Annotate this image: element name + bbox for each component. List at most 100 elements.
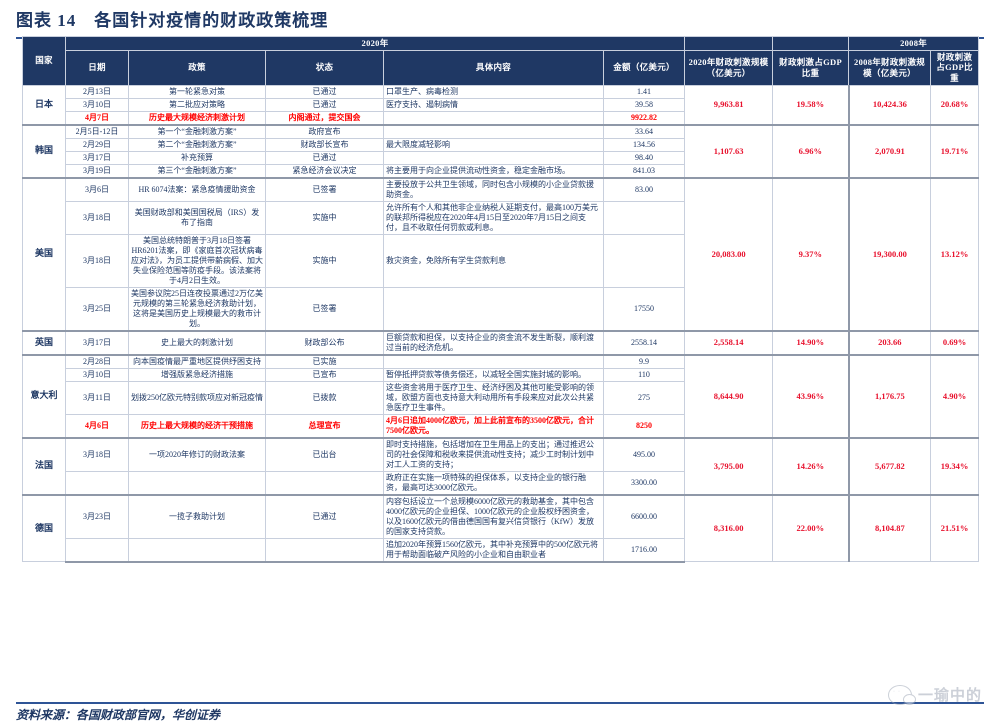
- status-cell: [265, 537, 384, 563]
- gdp-2008-cell: 13.12%: [930, 176, 980, 331]
- date-cell: 2月5日-12日: [65, 123, 129, 139]
- gdp-2008-cell: 19.34%: [930, 436, 980, 495]
- date-cell: 3月25日: [65, 286, 129, 332]
- table-row: 日本 2月13日 第一轮紧急对策 已通过 口罩生产、病毒检测 1.41 9,963.81 19…: [22, 84, 980, 125]
- table-header: 国家 2020年 2008年 日期 政策 状态 具体内容 金额（亿美元） 202…: [22, 36, 980, 86]
- policy-cell: 第一个“金融刺激方案”: [128, 123, 266, 139]
- detail-cell: 巨额贷款和担保，以支持企业的资金流不发生断裂，顺利渡过当前的经济危机。: [383, 329, 604, 356]
- policy-cell: 向本国疫情最严重地区提供纾困支持: [128, 353, 266, 369]
- date-cell: 3月17日: [65, 329, 129, 356]
- status-cell: 已通过: [265, 150, 384, 165]
- policy-cell: 一揽子救助计划: [128, 493, 266, 539]
- date-cell: 2月28日: [65, 353, 129, 369]
- policy-cell: 历史最大规模经济刺激计划: [128, 110, 266, 126]
- detail-cell: 4月6日追加4000亿欧元，加上此前宣布的3500亿欧元，合计7500亿欧元。: [383, 413, 604, 439]
- table-row: 英国 3月17日 史上最大的刺激计划 财政部公布 巨额贷款和担保，以支持企业的资金流不发…: [22, 329, 980, 356]
- table-row: 意大利 2月28日 向本国疫情最严重地区提供纾困支持 已实施 9.9 8,644.90 43…: [22, 353, 980, 438]
- policy-cell: 史上最大的刺激计划: [128, 329, 266, 356]
- policy-cell: 第二个“金融刺激方案”: [128, 137, 266, 152]
- status-cell: 已宣布: [265, 367, 384, 382]
- gdp-2008-cell: 21.51%: [930, 493, 980, 562]
- detail-cell: 政府正在实施一项特殊的担保体系，以支持企业的银行融资，最高可达3000亿欧元。: [383, 470, 604, 496]
- amount-cell: 9922.82: [602, 110, 686, 126]
- stimulus-2008-cell: 203.66: [847, 329, 932, 356]
- gdp-2020-cell: 14.26%: [772, 436, 850, 495]
- amount-cell: [602, 233, 686, 288]
- header-stimulus-2020: 2020年财政刺激规模（亿美元）: [684, 49, 774, 86]
- table-row: 美国 3月6日 HR 6074法案：紧急疫情援助资金 已签署 主要投放于公共卫生领域，同…: [22, 176, 980, 331]
- gdp-2020-cell: 6.96%: [772, 123, 850, 178]
- policy-cell: 历史上最大规模的经济干预措施: [128, 413, 266, 439]
- country-cell: 美国: [22, 176, 66, 331]
- header-group-2020: 2020年: [64, 36, 686, 51]
- status-cell: [265, 470, 384, 496]
- table-row: 3月10日 增强版紧急经济措施 已宣布 暂停抵押贷款等债务偿还，以减轻全国实施封城的影…: [23, 367, 979, 382]
- stimulus-2008-cell: 1,176.75: [847, 353, 932, 438]
- policy-cell: [128, 470, 266, 496]
- detail-cell: 主要投放于公共卫生领域，同时包含小规模的小企业贷款援助资金。: [383, 176, 604, 202]
- detail-cell: [383, 353, 604, 369]
- gdp-2020-cell: 14.90%: [772, 329, 850, 356]
- detail-cell: 将主要用于向企业提供流动性资金，稳定金融市场。: [383, 163, 604, 179]
- watermark-text: 一瑜中的: [917, 688, 982, 704]
- date-cell: 3月17日: [65, 150, 129, 165]
- stimulus-2020-cell: 20,083.00: [684, 176, 774, 331]
- page-title: 各国针对疫情的财政政策梳理: [94, 11, 329, 30]
- date-cell: [65, 537, 129, 563]
- stimulus-2008-cell: 10,424.36: [847, 84, 932, 125]
- status-cell: 财政部公布: [265, 329, 384, 356]
- table-row: 3月18日 美国总统特朗普于3月18日签署HR6201法案，即《家庭首次冠状病毒应…: [23, 233, 979, 288]
- date-cell: 3月23日: [65, 493, 129, 539]
- amount-cell: 39.58: [602, 97, 686, 112]
- policy-cell: 第三个“金融刺激方案”: [128, 163, 266, 179]
- table-row: 韩国 2月5日-12日 第一个“金融刺激方案” 政府宣布 33.64 1,107.63 6.…: [22, 123, 980, 178]
- stimulus-2008-cell: 2,070.91: [847, 123, 932, 178]
- detail-cell: 救灾资金，免除所有学生贷款利息: [383, 233, 604, 288]
- amount-cell: 33.64: [602, 123, 686, 139]
- date-cell: 3月11日: [65, 380, 129, 415]
- header-detail: 具体内容: [383, 49, 604, 86]
- table-row: 4月7日 历史最大规模经济刺激计划 内阁通过，提交国会 9922.82: [23, 110, 979, 126]
- header-blank-2: [772, 36, 850, 51]
- country-cell: 英国: [22, 329, 66, 356]
- table-row: 3月17日 补充预算 已通过 98.40: [23, 150, 979, 165]
- policy-cell: 美国参议院25日连夜投票通过2万亿美元规模的第三轮紧急经济救助计划，这将是美国历…: [128, 286, 266, 332]
- status-cell: 已签署: [265, 286, 384, 332]
- table-row: 3月25日 美国参议院25日连夜投票通过2万亿美元规模的第三轮紧急经济救助计划，这…: [23, 286, 979, 332]
- table-body: 日本 2月13日 第一轮紧急对策 已通过 口罩生产、病毒检测 1.41 9,963.81 19…: [22, 84, 980, 563]
- detail-cell: 最大限度减轻影响: [383, 137, 604, 152]
- date-cell: 3月10日: [65, 367, 129, 382]
- policy-cell: 第二批应对策略: [128, 97, 266, 112]
- gdp-2020-cell: 43.96%: [772, 353, 850, 438]
- source-note: 资料来源：各国财政部官网，华创证券: [16, 708, 221, 722]
- amount-cell: 9.9: [602, 353, 686, 369]
- stimulus-2008-cell: 19,300.00: [847, 176, 932, 331]
- status-cell: 紧急经济会议决定: [265, 163, 384, 179]
- country-cell: 德国: [22, 493, 66, 562]
- table-row: 3月10日 第二批应对策略 已通过 医疗支持、遏制病情 39.58: [23, 97, 979, 112]
- country-cell: 日本: [22, 84, 66, 125]
- amount-cell: 2558.14: [602, 329, 686, 356]
- date-cell: 4月7日: [65, 110, 129, 126]
- stimulus-2020-cell: 1,107.63: [684, 123, 774, 178]
- detail-cell: 医疗支持、遏制病情: [383, 97, 604, 112]
- amount-cell: 1716.00: [602, 537, 686, 563]
- fiscal-policy-table: 国家 2020年 2008年 日期 政策 状态 具体内容 金额（亿美元） 202…: [22, 36, 980, 563]
- fiscal-policy-table-wrap: 国家 2020年 2008年 日期 政策 状态 具体内容 金额（亿美元） 202…: [22, 36, 980, 563]
- status-cell: 总理宣布: [265, 413, 384, 439]
- amount-cell: 495.00: [602, 436, 686, 472]
- detail-cell: 追加2020年预算1560亿欧元，其中补充预算中的500亿欧元将用于帮助面临破产…: [383, 537, 604, 563]
- wechat-icon: ··: [887, 684, 916, 705]
- figure-label: 图表 14: [16, 11, 77, 30]
- status-cell: 政府宣布: [265, 123, 384, 139]
- country-cell: 韩国: [22, 123, 66, 178]
- detail-cell: 暂停抵押贷款等债务偿还，以减轻全国实施封城的影响。: [383, 367, 604, 382]
- bottom-divider: [16, 702, 984, 704]
- status-cell: 已通过: [265, 97, 384, 112]
- header-group-2008: 2008年: [848, 36, 980, 51]
- gdp-2020-cell: 9.37%: [772, 176, 850, 331]
- detail-cell: 允许所有个人和其他非企业纳税人延期支付，最高100万美元的联邦所得税应在2020…: [383, 200, 604, 235]
- amount-cell: 98.40: [602, 150, 686, 165]
- status-cell: 内阁通过，提交国会: [265, 110, 384, 126]
- date-cell: 3月18日: [65, 200, 129, 235]
